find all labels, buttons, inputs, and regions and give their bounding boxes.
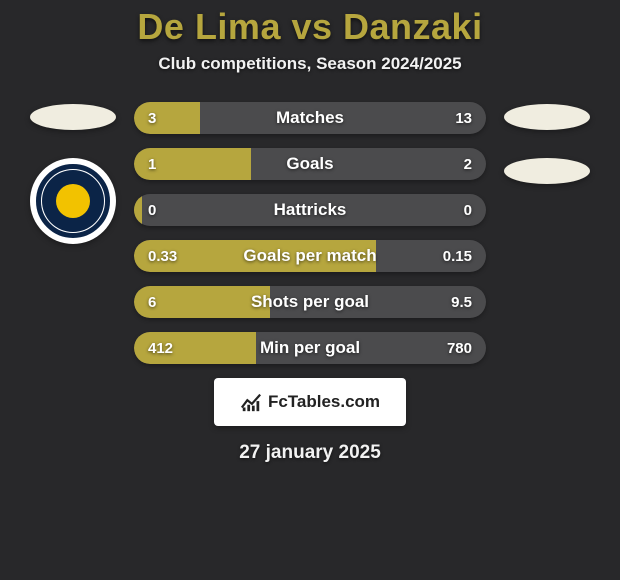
stat-bar-left-value: 412 (148, 340, 173, 357)
stat-bar: Goals per match0.330.15 (134, 240, 486, 272)
stat-bar: Shots per goal69.5 (134, 286, 486, 318)
stat-bar: Goals12 (134, 148, 486, 180)
club-badge-ball (56, 184, 90, 218)
right-flag-oval-1 (504, 104, 590, 130)
stat-bar-left-value: 1 (148, 156, 156, 173)
right-side-column (504, 102, 590, 184)
stat-bar: Hattricks0 0 (134, 194, 486, 226)
stat-bar-left-value: 6 (148, 294, 156, 311)
stat-bar-right-value: 780 (447, 340, 472, 357)
stat-bar-left-value: 3 (148, 110, 156, 127)
stat-bar: Matches313 (134, 102, 486, 134)
brand-chart-icon (240, 391, 262, 413)
stat-bar-left-fill (134, 194, 142, 226)
left-club-badge (30, 158, 116, 244)
left-flag-oval (30, 104, 116, 130)
stat-bar-left-value: 0.33 (148, 248, 177, 265)
stat-bar: Min per goal412780 (134, 332, 486, 364)
stat-bar-right-value: 2 (464, 156, 472, 173)
main-row: Matches313Goals12Hattricks00Goals per ma… (0, 102, 620, 364)
date-line: 27 january 2025 (239, 442, 381, 464)
brand-text: FcTables.com (268, 392, 380, 412)
stat-bar-right-value: 0.15 (443, 248, 472, 265)
stats-column: Matches313Goals12Hattricks00Goals per ma… (134, 102, 486, 364)
club-badge-inner (42, 170, 104, 232)
stat-bar-right-value: 0 (464, 202, 472, 219)
page-subtitle: Club competitions, Season 2024/2025 (158, 54, 461, 74)
stat-bar-left-value: 0 (148, 202, 156, 219)
page-title: De Lima vs Danzaki (137, 6, 482, 48)
content-root: De Lima vs Danzaki Club competitions, Se… (0, 0, 620, 580)
left-side-column (30, 102, 116, 244)
right-flag-oval-2 (504, 158, 590, 184)
stat-bar-right-value: 9.5 (451, 294, 472, 311)
stat-bar-label: Hattricks (134, 200, 486, 220)
brand-box: FcTables.com (214, 378, 406, 426)
stat-bar-right-value: 13 (455, 110, 472, 127)
stat-bar-left-fill (134, 102, 200, 134)
